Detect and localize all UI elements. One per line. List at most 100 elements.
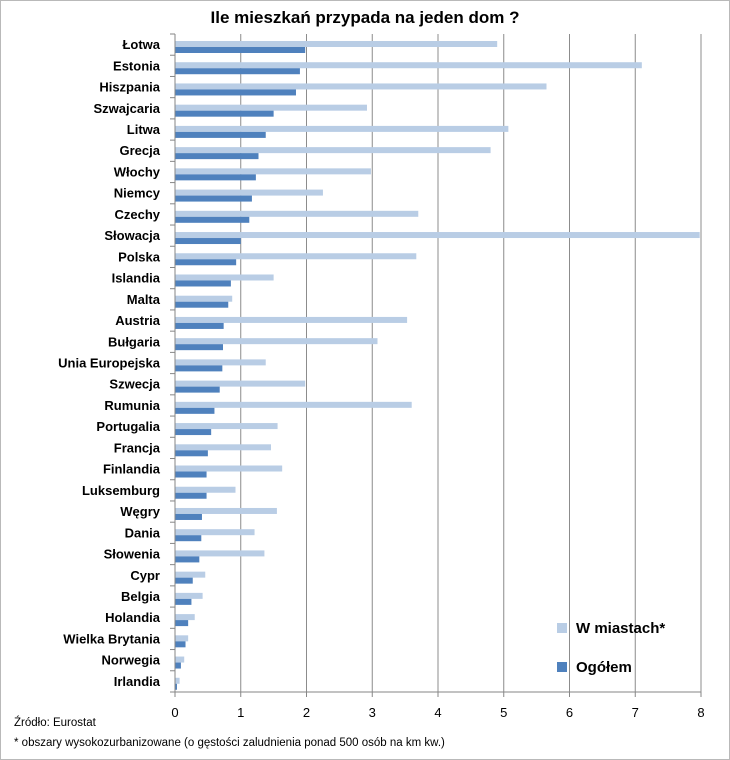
bar-urban xyxy=(175,62,642,69)
bar-total xyxy=(175,153,259,160)
bar-total xyxy=(175,174,256,181)
legend-swatch xyxy=(557,662,567,672)
legend-swatch xyxy=(557,623,567,633)
category-label: Irlandia xyxy=(114,674,161,689)
x-tick-label: 7 xyxy=(632,705,639,720)
bar-urban xyxy=(175,380,306,387)
category-label: Szwecja xyxy=(109,377,160,392)
source-note: Źródło: Eurostat xyxy=(14,717,96,729)
category-label: Malta xyxy=(127,292,161,307)
bar-total xyxy=(175,89,296,96)
bar-urban xyxy=(175,529,255,536)
bar-urban xyxy=(175,83,547,90)
bar-total xyxy=(175,450,208,457)
bar-urban xyxy=(175,423,278,430)
bar-total xyxy=(175,407,215,414)
x-tick-labels: 0 1 2 3 4 5 6 7 8 xyxy=(171,705,704,720)
category-label: Słowacja xyxy=(104,228,160,243)
category-label: Finlandia xyxy=(103,462,161,477)
category-label: Szwajcaria xyxy=(94,101,161,116)
footnote: * obszary wysokozurbanizowane (o gęstośc… xyxy=(14,737,445,749)
legend-label: Ogółem xyxy=(576,659,632,676)
x-tick-label: 3 xyxy=(369,705,376,720)
x-tick-label: 2 xyxy=(303,705,310,720)
bar-total xyxy=(175,301,229,308)
bar-total xyxy=(175,471,207,478)
bar-total xyxy=(175,641,186,648)
x-tick-label: 8 xyxy=(697,705,704,720)
bar-total xyxy=(175,577,193,584)
bar-urban xyxy=(175,614,195,621)
bar-urban xyxy=(175,507,277,514)
category-label: Islandia xyxy=(112,271,161,286)
x-tick-label: 6 xyxy=(566,705,573,720)
category-label: Niemcy xyxy=(114,186,161,201)
x-tick-label: 0 xyxy=(171,705,178,720)
category-label: Norwegia xyxy=(101,653,160,668)
category-label: Polska xyxy=(118,249,161,264)
bar-urban xyxy=(175,125,509,132)
bar-total xyxy=(175,662,181,669)
bar-urban xyxy=(175,210,419,217)
category-label: Hiszpania xyxy=(99,80,160,95)
bar-urban xyxy=(175,444,271,451)
bar-urban xyxy=(175,359,266,366)
legend: W miastach* Ogółem xyxy=(557,620,665,676)
category-label: Węgry xyxy=(120,504,161,519)
category-label: Cypr xyxy=(130,568,160,583)
bar-urban xyxy=(175,189,323,196)
category-label: Francja xyxy=(114,440,161,455)
category-label: Belgia xyxy=(121,589,161,604)
bars xyxy=(175,41,700,690)
bar-total xyxy=(175,386,220,393)
category-label: Luksemburg xyxy=(82,483,160,498)
bar-total xyxy=(175,620,189,627)
bar-urban xyxy=(175,232,700,239)
bar-total xyxy=(175,322,224,329)
category-label: Czechy xyxy=(114,207,160,222)
bar-urban xyxy=(175,677,180,684)
category-label: Wielka Brytania xyxy=(63,631,160,646)
category-label: Portugalia xyxy=(96,419,160,434)
bar-urban xyxy=(175,465,283,472)
bar-urban xyxy=(175,316,408,323)
bar-total xyxy=(175,556,200,563)
category-label: Słowenia xyxy=(104,547,161,562)
bar-total xyxy=(175,47,306,53)
bar-total xyxy=(175,259,237,266)
bar-total xyxy=(175,535,202,542)
bar-urban xyxy=(175,274,274,281)
bar-urban xyxy=(175,104,367,111)
bar-urban xyxy=(175,486,236,493)
bar-total xyxy=(175,598,192,605)
category-label: Estonia xyxy=(113,58,161,73)
bar-total xyxy=(175,238,241,245)
bar-total xyxy=(175,195,252,202)
bar-urban xyxy=(175,147,491,154)
category-label: Unia Europejska xyxy=(58,356,161,371)
bar-urban xyxy=(175,635,189,642)
category-labels: Łotwa Estonia Hiszpania Szwajcaria Litwa Grec… xyxy=(58,37,161,689)
x-tick-label: 5 xyxy=(500,705,507,720)
bar-total xyxy=(175,683,177,690)
axes xyxy=(170,33,702,697)
bar-total xyxy=(175,110,274,117)
bar-total xyxy=(175,513,202,520)
bar-urban xyxy=(175,550,265,557)
bar-urban xyxy=(175,295,233,302)
bar-total xyxy=(175,429,212,436)
bar-urban xyxy=(175,168,371,175)
bar-total xyxy=(175,280,231,287)
category-label: Litwa xyxy=(127,122,161,137)
bar-urban xyxy=(175,571,206,578)
bar-urban xyxy=(175,338,378,345)
bar-total xyxy=(175,344,223,351)
x-tick-label: 1 xyxy=(237,705,244,720)
category-label: Dania xyxy=(125,525,161,540)
category-label: Austria xyxy=(115,313,161,328)
category-label: Bułgaria xyxy=(108,334,161,349)
bar-urban xyxy=(175,656,185,663)
legend-label: W miastach* xyxy=(576,620,665,637)
bar-urban xyxy=(175,592,203,599)
